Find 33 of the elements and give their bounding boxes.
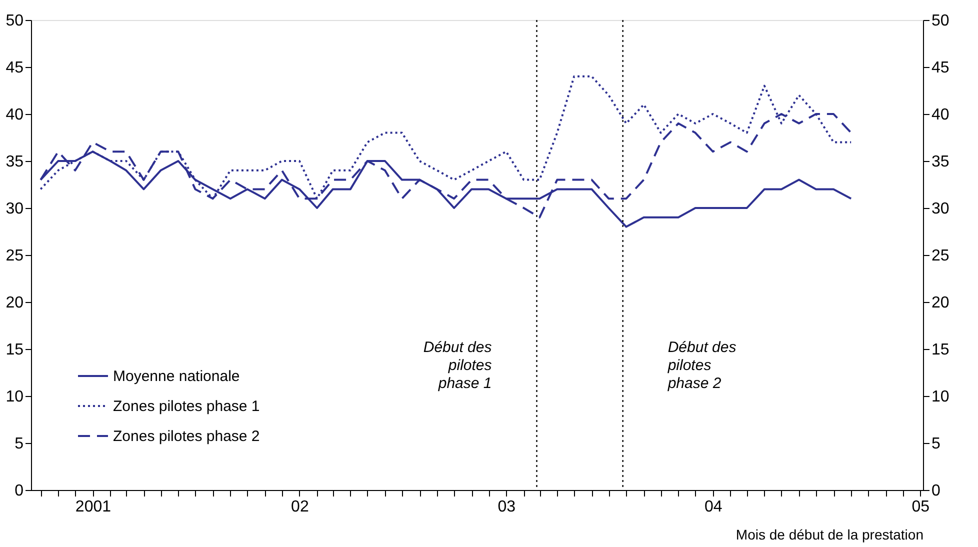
y-tick-label: 20 [6, 294, 24, 312]
y2-tick-label: 10 [932, 388, 950, 406]
legend-label: Zones pilotes phase 2 [113, 428, 260, 445]
y2-tick-label: 15 [932, 342, 950, 358]
x-tick-label: 05 [912, 498, 930, 516]
y-tick-label: 50 [6, 12, 24, 30]
y-tick-label: 35 [6, 154, 24, 170]
legend-label: Moyenne nationale [113, 368, 240, 385]
y2-tick-label: 0 [932, 482, 940, 500]
y-tick-label: 25 [6, 248, 24, 264]
y2-tick-label: 50 [932, 12, 950, 30]
y-tick-label: 15 [6, 342, 24, 358]
x-tick-label: 03 [498, 498, 516, 516]
ref-line-label: Début des pilotes phase 1 [423, 339, 492, 392]
y2-tick-label: 30 [932, 200, 950, 218]
x-tick-label: 04 [704, 498, 722, 516]
y2-tick-label: 45 [932, 60, 950, 76]
ref-line-label: Début des pilotes phase 2 [666, 339, 737, 392]
y-tick-label: 10 [6, 388, 24, 406]
y-tick-label: 45 [6, 60, 24, 76]
y2-tick-label: 35 [932, 154, 950, 170]
y2-tick-label: 20 [932, 294, 950, 312]
y2-tick-label: 5 [932, 436, 940, 452]
x-tick-label: 02 [291, 498, 309, 516]
x-axis-title: Mois de début de la prestation [736, 526, 924, 542]
y-tick-label: 5 [14, 436, 24, 452]
y2-tick-label: 40 [932, 106, 950, 124]
x-tick-label: 2001 [75, 498, 112, 516]
y2-tick-label: 25 [932, 248, 950, 264]
y-tick-label: 30 [6, 200, 24, 218]
y-tick-label: 40 [6, 106, 24, 124]
y-tick-label: 0 [14, 482, 24, 500]
legend-label: Zones pilotes phase 1 [113, 398, 260, 415]
